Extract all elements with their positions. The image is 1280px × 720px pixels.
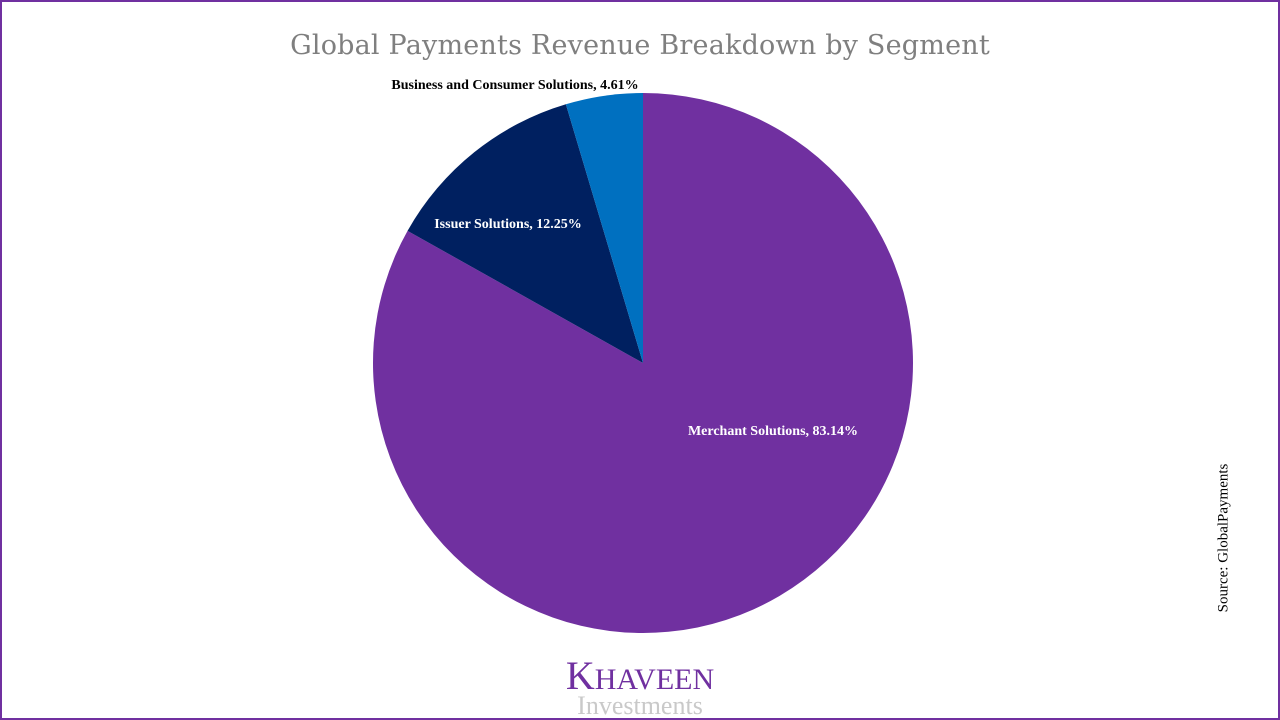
data-label-merchant-solutions: Merchant Solutions, 83.14% bbox=[688, 424, 858, 439]
source-note: Source: GlobalPayments bbox=[1215, 463, 1232, 613]
logo-rest: HAVEEN bbox=[594, 663, 715, 696]
pie-slice-business-and-consumer-solutions bbox=[565, 93, 643, 363]
khaveen-logo: KHAVEEN bbox=[0, 654, 1280, 702]
data-label-issuer-solutions: Issuer Solutions, 12.25% bbox=[434, 217, 582, 232]
chart-title: Global Payments Revenue Breakdown by Seg… bbox=[290, 30, 990, 61]
logo-initial: K bbox=[565, 653, 595, 698]
logo-subtitle: Investments bbox=[577, 691, 703, 720]
data-label-business-and-consumer-solutions: Business and Consumer Solutions, 4.61% bbox=[391, 78, 638, 93]
pie-slice-issuer-solutions bbox=[407, 104, 643, 363]
